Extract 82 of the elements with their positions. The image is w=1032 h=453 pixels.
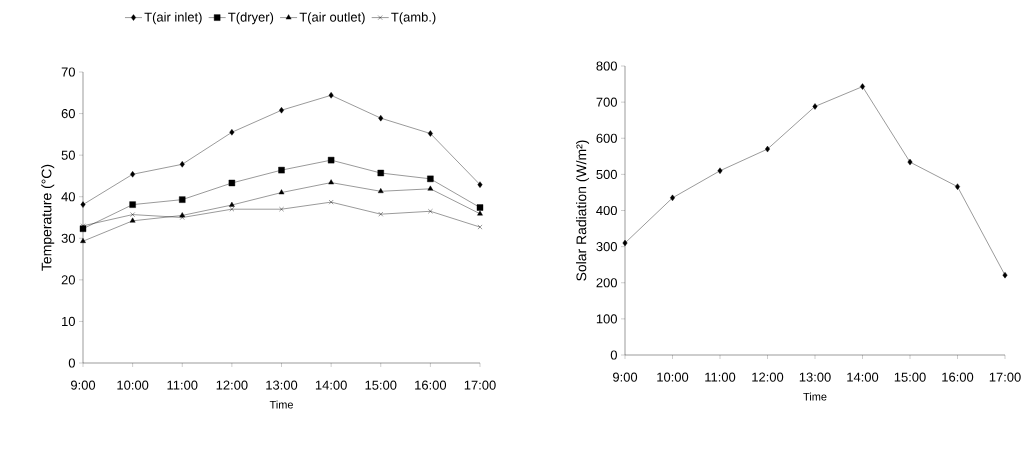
y-tick-label: 30 — [61, 233, 75, 243]
y-tick-label: 100 — [596, 314, 617, 324]
x-tick-label: 14:00 — [315, 380, 347, 390]
legend-label: T(amb.) — [391, 12, 436, 25]
x-tick-label: 11:00 — [167, 380, 198, 390]
point — [907, 158, 913, 166]
legend-label: T(dryer) — [228, 12, 274, 25]
y-tick-label: 10 — [62, 316, 75, 327]
x-tick-label: 11:00 — [705, 372, 736, 382]
y-tick-label: 300 — [596, 242, 617, 252]
x-tick-label: 16:00 — [415, 380, 447, 390]
point — [622, 239, 628, 247]
y-tick-label: 400 — [596, 205, 617, 216]
y-tick-label: 0 — [68, 358, 75, 368]
point — [130, 212, 135, 217]
y-tick-label: 40 — [61, 192, 75, 202]
point — [228, 179, 236, 187]
y-tick-label: 20 — [61, 275, 75, 285]
point — [229, 129, 235, 136]
point — [328, 199, 334, 205]
y-tick-label: 600 — [596, 133, 617, 143]
point — [278, 166, 285, 174]
x-tick-label: 12:00 — [216, 380, 248, 390]
point — [477, 181, 483, 188]
x-tick-label: 17:00 — [464, 380, 496, 390]
x-tick-label: 13:00 — [266, 380, 298, 390]
x-tick-label: 10:00 — [657, 372, 689, 382]
x-tick-label: 9:00 — [71, 380, 96, 390]
x-tick-label: 13:00 — [799, 372, 831, 382]
x-axis-title: Time — [269, 400, 293, 409]
point — [477, 210, 483, 216]
y-tick-label: 60 — [61, 108, 75, 119]
point — [179, 196, 186, 203]
point — [378, 114, 384, 122]
y-tick-label: 700 — [596, 97, 617, 107]
y-tick-label: 500 — [596, 169, 617, 179]
x-tick-label: 17:00 — [989, 372, 1021, 382]
point — [860, 83, 865, 90]
point — [278, 189, 285, 195]
point — [377, 188, 384, 194]
point — [428, 208, 433, 214]
x-tick-label: 10:00 — [117, 380, 149, 390]
point — [129, 217, 136, 223]
point — [812, 103, 818, 110]
point — [378, 211, 384, 217]
y-tick-label: 70 — [61, 67, 75, 77]
x-tick-label: 15:00 — [365, 380, 397, 390]
point — [80, 238, 86, 243]
legend-label: T(air outlet) — [299, 12, 365, 25]
legend-label: T(air inlet) — [144, 12, 202, 25]
point — [377, 169, 384, 177]
point — [427, 175, 434, 183]
point — [129, 201, 136, 208]
point — [130, 171, 136, 178]
y-tick-label: 50 — [61, 150, 75, 160]
point — [279, 206, 284, 212]
point — [328, 179, 334, 185]
point — [717, 167, 723, 174]
point — [476, 204, 484, 211]
x-axis-title: Time — [803, 392, 827, 401]
y-tick-label: 200 — [596, 278, 617, 288]
x-tick-label: 15:00 — [894, 372, 926, 382]
point — [327, 156, 335, 164]
point — [80, 201, 86, 208]
point — [427, 130, 433, 137]
point — [328, 92, 334, 99]
point — [229, 206, 235, 212]
x-tick-label: 9:00 — [613, 372, 638, 382]
point — [279, 107, 284, 114]
point — [427, 185, 434, 191]
y-tick-label: 800 — [596, 61, 617, 71]
y-tick-label: 0 — [610, 350, 617, 360]
y-axis-title: Solar Radiation (W/m²) — [576, 140, 590, 281]
point — [229, 201, 235, 207]
x-tick-label: 12:00 — [752, 372, 784, 382]
point — [1002, 271, 1008, 279]
point — [477, 224, 483, 230]
y-axis-title: Temperature (°C) — [41, 164, 55, 271]
point — [179, 161, 185, 168]
point — [955, 183, 960, 190]
x-tick-label: 16:00 — [942, 372, 974, 382]
x-tick-label: 14:00 — [847, 372, 879, 382]
